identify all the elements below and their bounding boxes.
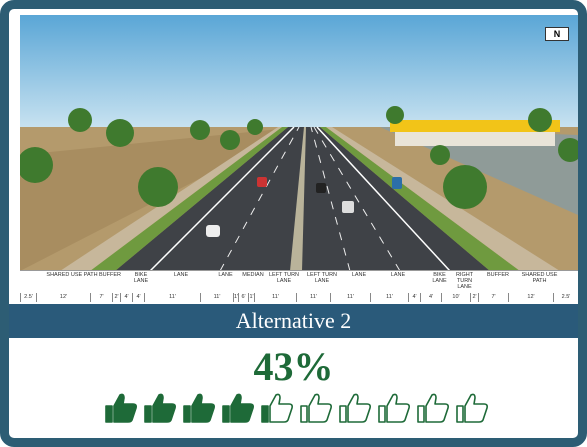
- lane-label: LEFT TURN LANE: [263, 272, 305, 284]
- thumb-outline: [457, 394, 487, 422]
- thumb-fill: [106, 394, 136, 422]
- lane-width: 7': [90, 293, 112, 302]
- thumb-fill: [457, 394, 487, 422]
- lane-label: LANE: [339, 272, 379, 278]
- lane-width: 6': [238, 293, 248, 302]
- thumb-outline: [301, 394, 331, 422]
- lane-label: RIGHT TURN LANE: [450, 272, 479, 290]
- thumb-icon: [145, 394, 175, 422]
- thumb-fill: [340, 394, 370, 422]
- north-arrow: N: [545, 27, 569, 41]
- lane-width: 4': [408, 293, 420, 302]
- lane-label: LANE: [379, 272, 417, 278]
- lane-width: 11': [330, 293, 370, 302]
- lane-width: 11': [144, 293, 200, 302]
- thumb-fill: [379, 394, 409, 422]
- lane-label: BUFFER: [99, 272, 119, 278]
- lane-label: SHARED USE PATH: [517, 272, 562, 284]
- thumb-icon: [418, 394, 448, 422]
- score-label: 43%: [9, 345, 578, 389]
- thumb-icon: [262, 394, 292, 422]
- lane-width: 12': [36, 293, 90, 302]
- lane-width: 11': [200, 293, 233, 302]
- lane-width: 2': [470, 293, 478, 302]
- lane-width: 4': [120, 293, 132, 302]
- thumb-fill: [145, 394, 175, 422]
- thumb-outline: [340, 394, 370, 422]
- lane-label: LANE: [153, 272, 209, 278]
- lane-width: 7': [478, 293, 508, 302]
- lane-label: BIKE LANE: [429, 272, 450, 284]
- thumb-icon: [457, 394, 487, 422]
- lane-width: 4': [420, 293, 441, 302]
- road-rendering: [20, 15, 578, 271]
- lane-width: 10': [441, 293, 470, 302]
- lane-width: 2.5': [20, 293, 36, 302]
- thumb-outline: [418, 394, 448, 422]
- thumb-icon: [106, 394, 136, 422]
- thumb-fill: [301, 394, 331, 422]
- card: N SHARED USE PATHBUFFERBIKE LANELANELANE…: [0, 0, 587, 447]
- lane-label: MEDIAN: [242, 272, 264, 278]
- lane-label: LEFT TURN LANE: [305, 272, 339, 284]
- lane-width: 4': [132, 293, 144, 302]
- lane-label: SHARED USE PATH: [45, 272, 99, 278]
- thumb-fill: [418, 394, 448, 422]
- lane-width: 11': [296, 293, 330, 302]
- thumb-icon: [301, 394, 331, 422]
- thumb-icon: [184, 394, 214, 422]
- lane-width: 11': [370, 293, 408, 302]
- lane-width: 2.5': [553, 293, 578, 302]
- thumb-fill: [262, 394, 292, 422]
- lane-label: LANE: [209, 272, 242, 278]
- lane-label: BUFFER: [479, 272, 517, 278]
- lane-width: 2': [112, 293, 120, 302]
- lane-width: 12': [508, 293, 553, 302]
- thumb-icon: [340, 394, 370, 422]
- thumb-fill: [184, 394, 214, 422]
- rating-thumbs: [104, 390, 504, 430]
- lane-width: 11': [254, 293, 296, 302]
- alternative-title: Alternative 2: [9, 304, 578, 338]
- thumb-icon: [223, 394, 253, 422]
- thumb-outline: [379, 394, 409, 422]
- thumb-icon: [379, 394, 409, 422]
- lane-label: BIKE LANE: [129, 272, 153, 284]
- thumb-fill: [223, 394, 253, 422]
